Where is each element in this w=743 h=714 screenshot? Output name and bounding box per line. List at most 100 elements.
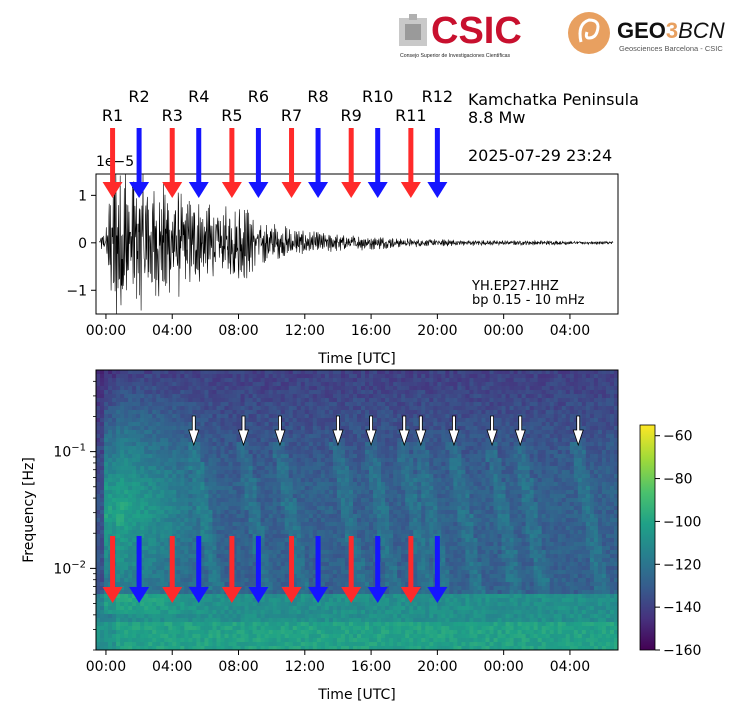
spectrogram-cell <box>196 446 201 451</box>
spectrogram-cell <box>232 526 238 531</box>
spectrogram-cell <box>296 530 302 535</box>
spectrogram-cell <box>168 386 173 391</box>
spectrogram-cell <box>156 550 161 555</box>
spectrogram-cell <box>180 514 185 519</box>
spectrogram-cell <box>308 526 314 531</box>
spectrogram-cell <box>252 474 258 479</box>
spectrogram-cell <box>192 546 197 551</box>
spectrogram-cell <box>348 446 354 451</box>
spectrogram-cell <box>272 462 278 467</box>
spectrogram-cell <box>204 542 210 547</box>
spectrogram-cell <box>148 558 153 563</box>
spectrogram-cell <box>120 414 125 419</box>
spectrogram-cell <box>220 422 226 427</box>
spectrogram-cell <box>240 646 246 650</box>
spectrogram-cell <box>184 634 189 639</box>
spectrogram-cell <box>164 406 169 411</box>
spectrogram-cell <box>357 434 362 439</box>
spectrogram-cell <box>188 390 193 395</box>
spectrogram-cell <box>128 550 133 555</box>
spectrogram-cell <box>184 466 189 471</box>
spectrogram-cell <box>373 414 378 419</box>
spectrogram-cell <box>136 418 141 423</box>
spectrogram-cell <box>332 610 338 615</box>
spectrogram-cell <box>208 542 214 547</box>
spectrogram-cell <box>176 646 181 650</box>
spectrogram-cell <box>112 454 117 459</box>
spectrogram-cell <box>340 550 346 555</box>
spectrogram-cell <box>240 402 246 407</box>
spectrogram-cell <box>264 558 270 563</box>
spectrogram-cell <box>308 414 314 419</box>
spectrogram-cell <box>164 410 169 415</box>
spectrogram-cell <box>172 454 177 459</box>
spectrogram-cell <box>361 450 366 455</box>
spectrogram-cell <box>108 626 113 631</box>
seismogram-scale-label: 1e−5 <box>96 154 134 170</box>
spectrogram-cell <box>212 486 218 491</box>
spectrogram-cell <box>248 454 254 459</box>
spectrogram-cell <box>196 630 201 635</box>
spectrogram-cell <box>148 622 153 627</box>
spectrogram-cell <box>228 466 234 471</box>
spectrogram-cell <box>184 578 189 583</box>
spectrogram-cell <box>188 478 193 483</box>
spectrogram-cell <box>284 418 290 423</box>
spectrogram-cell <box>369 542 374 547</box>
spectrogram-cell <box>160 490 165 495</box>
spectrogram-cell <box>352 426 358 431</box>
spectrogram-cell <box>192 642 197 647</box>
spectrogram-cell <box>332 638 338 643</box>
spectrogram-cell <box>272 566 278 571</box>
spectrogram-cell <box>268 586 274 591</box>
spectrogram-cell <box>357 386 362 391</box>
spectrogram-cell <box>128 574 133 579</box>
spectrogram-cell <box>340 594 346 599</box>
spectrogram-cell <box>208 494 214 499</box>
spectrogram-cell <box>240 398 246 403</box>
spectrogram-cell <box>316 446 322 451</box>
spectrogram-cell <box>212 574 218 579</box>
spectrogram-cell <box>132 466 137 471</box>
spectrogram-cell <box>369 382 374 387</box>
spectrogram-cell <box>365 526 370 531</box>
spectrogram-cell <box>128 578 133 583</box>
spectrogram-cell <box>236 386 242 391</box>
spectrogram-cell <box>216 478 222 483</box>
spectrogram-cell <box>196 470 201 475</box>
spectrogram-cell <box>124 370 129 375</box>
spectrogram-cell <box>332 482 338 487</box>
spectrogram-cell <box>324 446 330 451</box>
spectrogram-cell <box>108 614 113 619</box>
spectrogram-cell <box>240 594 246 599</box>
spectrogram-cell <box>232 626 238 631</box>
spectrogram-cell <box>268 530 274 535</box>
spectrogram-cell <box>308 510 314 515</box>
spectrogram-cell <box>128 602 133 607</box>
spectrogram-cell <box>180 458 185 463</box>
spectrogram-cell <box>240 406 246 411</box>
spectrogram-cell <box>176 470 181 475</box>
spectrogram-cell <box>156 538 161 543</box>
spectrogram-cell <box>232 646 238 650</box>
spectrogram-cell <box>268 438 274 443</box>
spectrogram-cell <box>144 574 149 579</box>
spectrogram-cell <box>308 422 314 427</box>
spectrogram-cell <box>168 494 173 499</box>
spectrogram-cell <box>124 402 129 407</box>
spectrogram-cell <box>196 502 201 507</box>
spectrogram-cell <box>308 490 314 495</box>
geo3bcn-wordmark: GEO3BCN <box>617 18 725 43</box>
spectrogram-cell <box>152 394 157 399</box>
spectrogram-cell <box>208 382 214 387</box>
spectrogram-cell <box>184 522 189 527</box>
spectrogram-cell <box>260 494 266 499</box>
spectrogram-cell <box>136 498 141 503</box>
spectrogram-cell <box>340 462 346 467</box>
spectrogram-cell <box>204 398 210 403</box>
spectrogram-cell <box>316 466 322 471</box>
spectrogram-cell <box>108 418 113 423</box>
spectrogram-cell <box>204 466 210 471</box>
spectrogram-image <box>96 370 618 650</box>
spectrogram-cell <box>100 446 105 451</box>
